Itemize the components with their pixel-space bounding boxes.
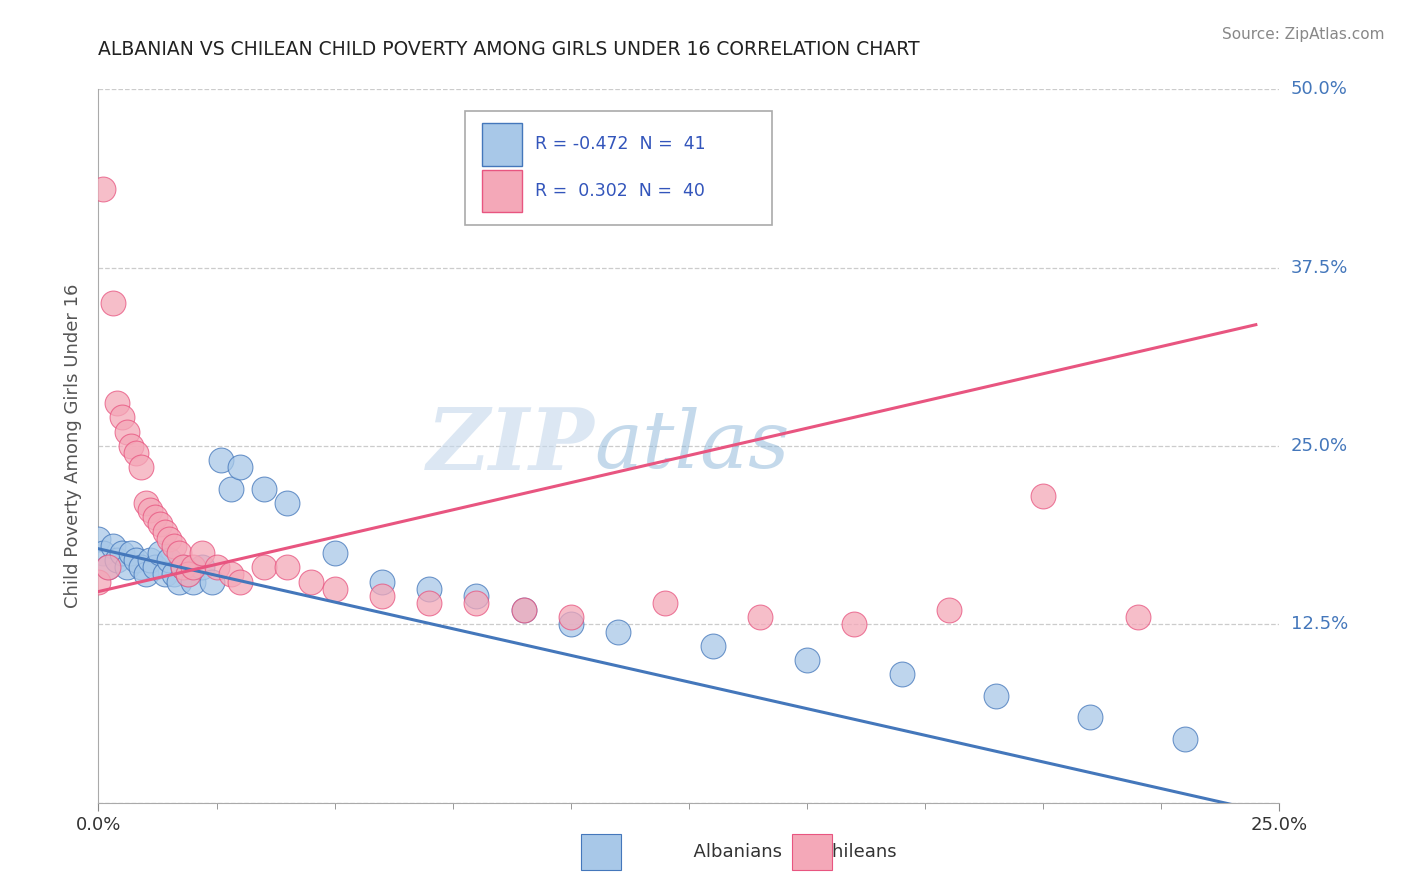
Point [607,624,630,639]
Point [276,560,298,574]
Point [153,524,176,539]
Point [97,560,120,574]
Point [560,610,582,624]
Point [844,617,866,632]
Point [323,546,346,560]
Point [299,574,322,589]
Point [143,510,166,524]
Point [105,396,128,410]
Point [253,560,276,574]
Point [157,532,180,546]
Point [229,460,252,475]
Point [796,653,818,667]
Point [163,567,186,582]
Text: 37.5%: 37.5% [1291,259,1348,277]
Point [323,582,346,596]
Point [149,517,172,532]
Point [149,546,172,560]
Point [91,546,114,560]
Point [229,574,252,589]
Text: 50.0%: 50.0% [1291,80,1347,98]
Point [87,574,110,589]
Point [191,546,214,560]
Text: Source: ZipAtlas.com: Source: ZipAtlas.com [1222,27,1385,42]
FancyBboxPatch shape [482,169,523,212]
Point [129,560,152,574]
Point [938,603,960,617]
Point [157,553,180,567]
Point [371,589,394,603]
Point [181,574,204,589]
Point [512,603,534,617]
Point [1080,710,1102,724]
Point [560,617,582,632]
Point [167,546,190,560]
Point [276,496,298,510]
Text: Albanians: Albanians [682,843,782,861]
Point [135,567,157,582]
Point [87,532,110,546]
Point [418,582,440,596]
Point [121,546,143,560]
Text: R = -0.472  N =  41: R = -0.472 N = 41 [536,136,706,153]
Text: atlas: atlas [595,408,790,484]
Point [125,446,148,460]
FancyBboxPatch shape [482,123,523,166]
Point [111,546,134,560]
Point [172,560,194,574]
Point [177,567,200,582]
Point [984,689,1007,703]
Point [163,539,186,553]
Point [1174,731,1197,746]
Point [890,667,912,681]
Point [418,596,440,610]
Point [465,589,488,603]
Point [371,574,394,589]
Point [111,410,134,425]
Point [201,574,224,589]
Point [121,439,143,453]
FancyBboxPatch shape [464,111,772,225]
Point [97,560,120,574]
Point [219,482,242,496]
Point [91,182,114,196]
Point [1032,489,1054,503]
Point [129,460,152,475]
Point [253,482,276,496]
Point [654,596,676,610]
Point [105,553,128,567]
Point [139,553,162,567]
Point [153,567,176,582]
Text: 25.0%: 25.0% [1291,437,1348,455]
Text: Chileans: Chileans [808,843,897,861]
Point [177,567,200,582]
Point [209,453,232,467]
Text: R =  0.302  N =  40: R = 0.302 N = 40 [536,182,706,200]
Point [191,560,214,574]
Point [125,553,148,567]
Point [135,496,157,510]
Point [702,639,724,653]
Point [181,560,204,574]
Point [101,296,124,310]
Point [139,503,162,517]
Point [205,560,228,574]
Point [1126,610,1149,624]
Point [748,610,770,624]
Point [512,603,534,617]
Point [465,596,488,610]
Point [101,539,124,553]
Point [143,560,166,574]
Point [115,560,138,574]
Y-axis label: Child Poverty Among Girls Under 16: Child Poverty Among Girls Under 16 [65,284,83,608]
Point [172,560,194,574]
Point [167,574,190,589]
Text: 12.5%: 12.5% [1291,615,1348,633]
Text: ALBANIAN VS CHILEAN CHILD POVERTY AMONG GIRLS UNDER 16 CORRELATION CHART: ALBANIAN VS CHILEAN CHILD POVERTY AMONG … [98,40,920,59]
Text: ZIP: ZIP [426,404,595,488]
Point [115,425,138,439]
Point [219,567,242,582]
